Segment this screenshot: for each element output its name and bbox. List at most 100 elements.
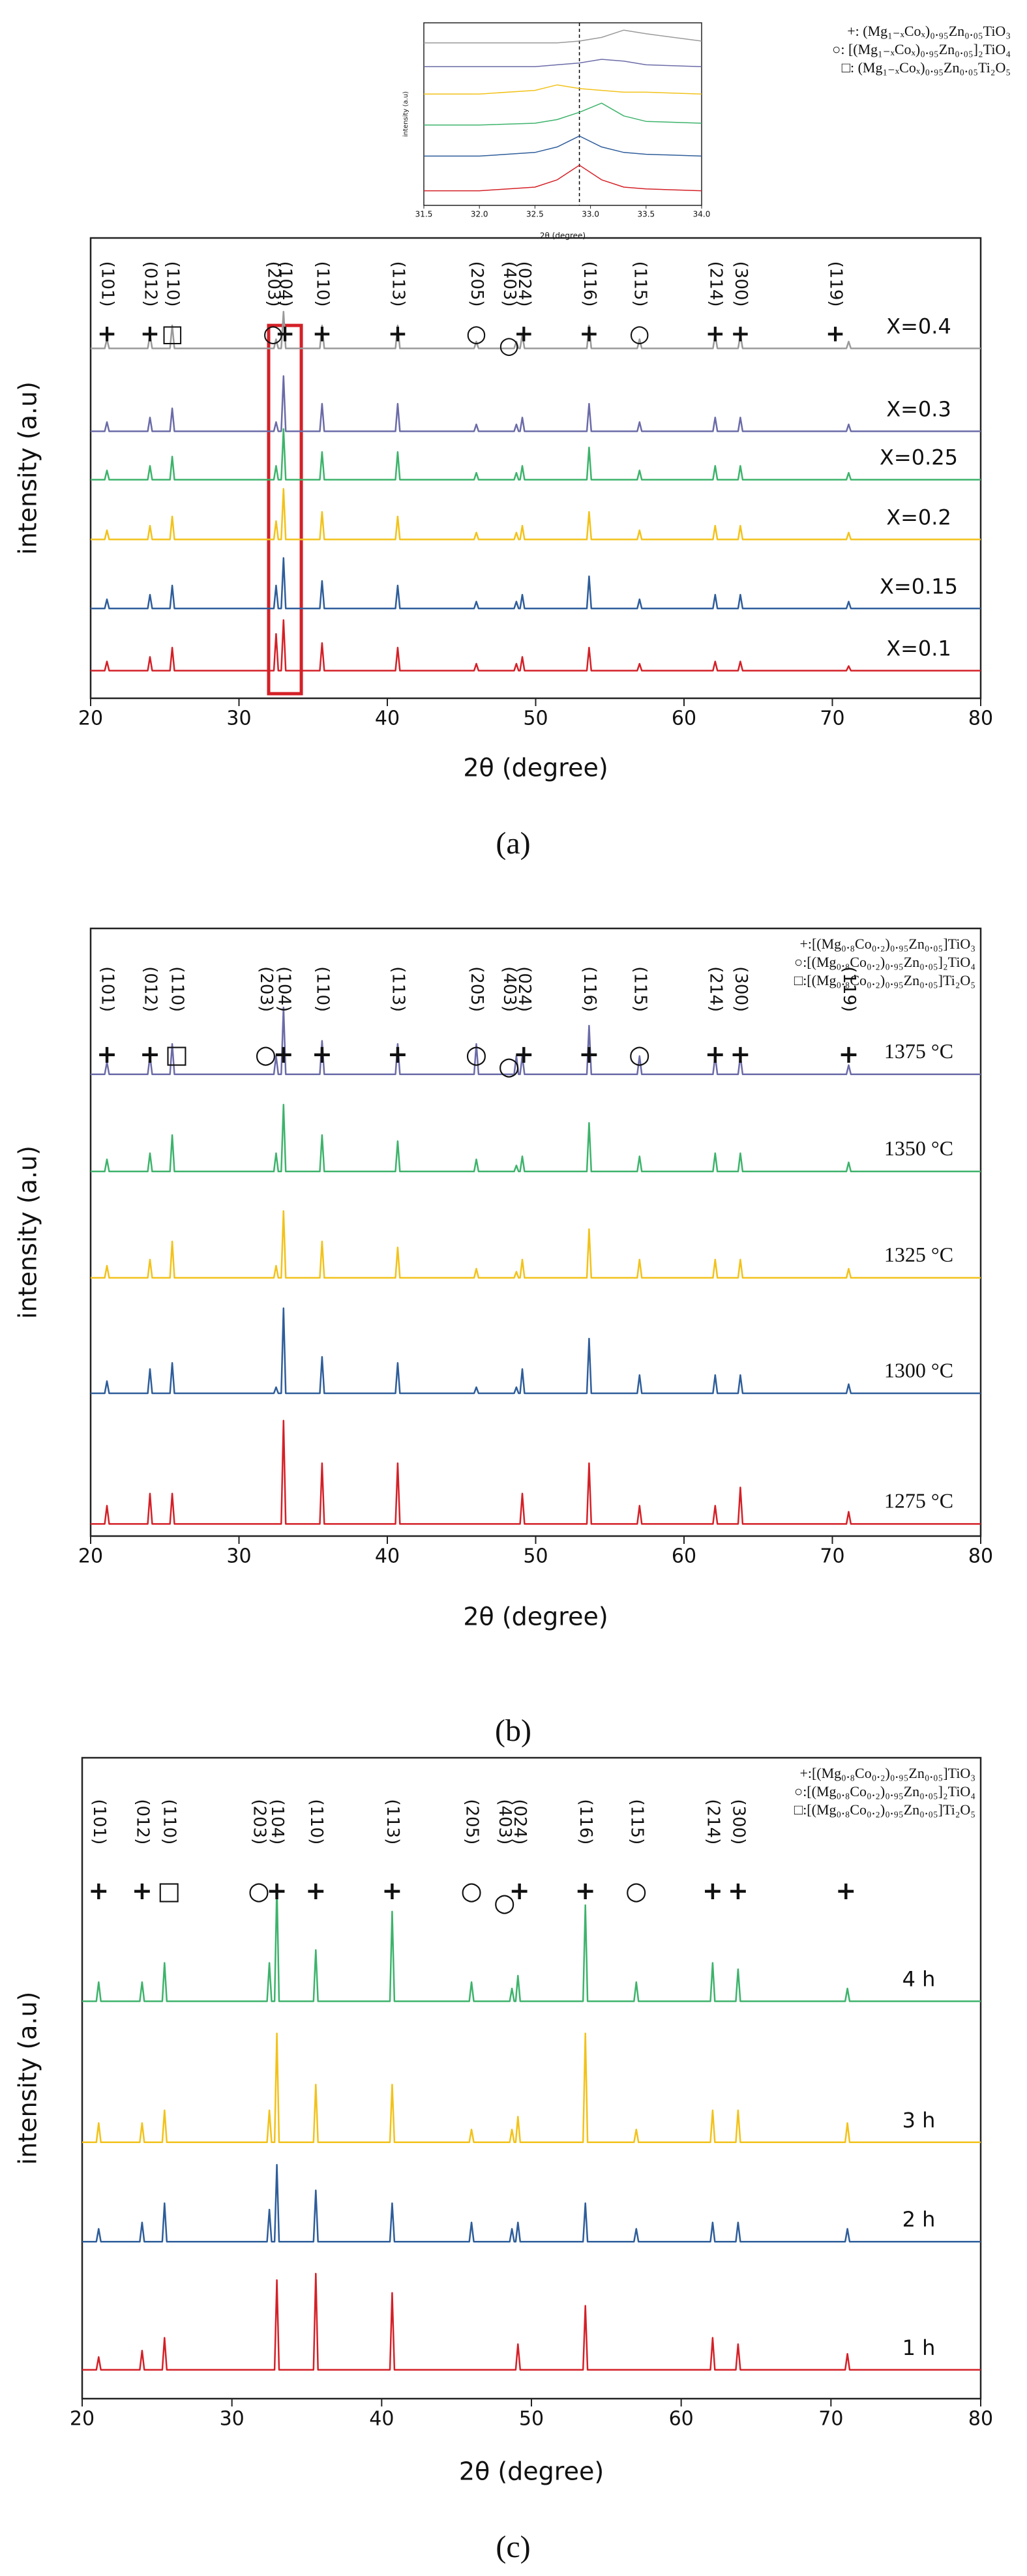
phase-symbol: + <box>509 1876 530 1905</box>
series-line <box>91 1210 981 1279</box>
peak-label: (300) <box>731 966 751 1012</box>
x-tick-label: 50 <box>523 1545 548 1568</box>
x-tick-label: 33.0 <box>582 210 599 219</box>
peak-label: (116) <box>580 261 599 307</box>
series-label: 1300 °C <box>884 1358 953 1382</box>
series-line <box>424 59 702 67</box>
series-line <box>424 135 702 157</box>
phase-symbol: ○ <box>629 1040 650 1069</box>
phase-symbol: ○ <box>263 320 283 347</box>
peak-label: (205) <box>467 966 486 1012</box>
plot-frame <box>81 1756 982 2400</box>
peak-label: (119) <box>839 966 859 1012</box>
series-line <box>91 1419 981 1525</box>
series-line <box>424 102 702 126</box>
peak-label: (116) <box>576 1799 595 1844</box>
x-tick-label: 30 <box>226 707 251 730</box>
phase-symbol: ○ <box>255 1040 276 1069</box>
series-line <box>91 557 981 610</box>
x-tick-label: 30 <box>220 2408 245 2431</box>
series-line <box>91 1307 981 1395</box>
peak-label: (024) <box>510 1799 529 1844</box>
peak-label: (110) <box>167 966 186 1012</box>
phase-symbol: □ <box>165 1040 188 1069</box>
phase-symbol: ○ <box>498 1052 520 1080</box>
peak-label: (116) <box>580 966 599 1012</box>
x-tick-label: 31.5 <box>415 210 433 219</box>
x-tick-label: 20 <box>78 1545 103 1568</box>
peak-label: (110) <box>306 1799 326 1844</box>
peak-label: (024) <box>514 966 534 1012</box>
phase-symbol: + <box>728 1876 749 1905</box>
series-label: 1375 °C <box>884 1039 953 1063</box>
legend-note: +:[(Mg₀.₈Co₀.₂)₀.₉₅Zn₀.₀₅]TiO₃ <box>799 1765 975 1781</box>
peak-label: (403) <box>495 1799 514 1844</box>
peak-label: (012) <box>141 261 160 307</box>
peak-label: (113) <box>388 261 408 307</box>
series-line <box>91 619 981 672</box>
peak-label: (403) <box>499 261 519 307</box>
peak-label: (104) <box>267 1799 287 1844</box>
peak-label: (113) <box>388 966 408 1012</box>
peak-label: (110) <box>160 1799 179 1844</box>
peak-label: (203) <box>250 1799 269 1844</box>
series-label: X=0.3 <box>886 397 951 422</box>
panel-caption: (a) <box>496 826 530 861</box>
y-axis-label: intensity (a.u) <box>14 381 42 555</box>
peak-label: (205) <box>467 261 486 307</box>
peak-label: (205) <box>462 1799 482 1844</box>
series-line <box>82 2163 981 2243</box>
peak-label: (300) <box>728 1799 748 1844</box>
peak-label: (300) <box>731 261 751 307</box>
x-tick-label: 40 <box>375 707 400 730</box>
phase-symbol: ○ <box>466 1040 487 1069</box>
phase-symbol: + <box>705 1040 726 1069</box>
phase-symbol: + <box>312 1040 333 1069</box>
plot-frame <box>423 22 702 206</box>
phase-symbol: ○ <box>629 320 649 347</box>
phase-symbol: ○ <box>466 320 486 347</box>
x-axis-label: 2θ (degree) <box>463 1603 608 1631</box>
series-line <box>424 164 702 192</box>
peak-label: (115) <box>630 966 649 1012</box>
phase-symbol: + <box>514 320 533 347</box>
peak-label: (214) <box>706 261 725 307</box>
phase-symbol: ○ <box>494 1888 515 1917</box>
x-tick-label: 60 <box>672 707 696 730</box>
phase-symbol: + <box>88 1876 109 1905</box>
series-line <box>91 1006 981 1075</box>
peak-label: (119) <box>826 261 846 307</box>
legend-note: +:[(Mg₀.₈Co₀.₂)₀.₉₅Zn₀.₀₅]TiO₃ <box>799 936 975 952</box>
peak-label: (113) <box>383 1799 402 1844</box>
x-tick-label: 80 <box>968 2408 993 2431</box>
y-axis-label: intensity (a.u) <box>14 1992 42 2165</box>
series-label: 4 h <box>902 1967 936 1992</box>
phase-symbol: + <box>730 320 750 347</box>
peak-label: (214) <box>706 966 725 1012</box>
series-label: X=0.4 <box>886 314 951 338</box>
peak-label: (012) <box>132 1799 152 1844</box>
phase-symbol: + <box>305 1876 326 1905</box>
phase-symbol: + <box>381 1876 402 1905</box>
phase-symbol: + <box>575 1876 596 1905</box>
series-label: 1275 °C <box>884 1489 953 1513</box>
series-line <box>91 1104 981 1173</box>
phase-symbol: + <box>132 1876 153 1905</box>
peak-label: (104) <box>274 966 293 1012</box>
x-tick-label: 60 <box>672 1545 696 1568</box>
y-axis-label: intensity (a.u) <box>402 91 409 137</box>
x-tick-label: 33.5 <box>637 210 655 219</box>
x-axis-label: 2θ (degree) <box>459 2457 604 2486</box>
peak-label: (101) <box>98 261 117 307</box>
peak-label: (115) <box>627 1799 646 1844</box>
peak-label: (110) <box>312 261 332 307</box>
peak-label: (403) <box>499 966 519 1012</box>
x-tick-label: 34.0 <box>693 210 711 219</box>
phase-symbol: + <box>702 1876 723 1905</box>
phase-symbol: + <box>826 320 845 347</box>
x-tick-label: 70 <box>818 2408 843 2431</box>
x-tick-label: 30 <box>226 1545 251 1568</box>
series-label: 1350 °C <box>884 1136 953 1160</box>
peak-label: (214) <box>703 1799 722 1844</box>
